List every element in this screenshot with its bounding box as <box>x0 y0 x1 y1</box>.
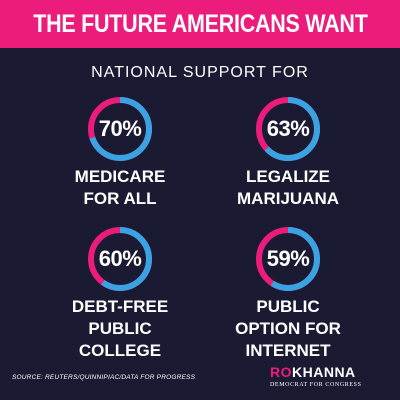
stat-internet: 59% PUBLIC OPTION FOR INTERNET <box>208 226 368 366</box>
stat-label-line: LEGALIZE <box>245 167 331 186</box>
ring-progress <box>88 97 152 161</box>
source-note: SOURCE: REUTERS/QUINNIPIAC/DATA FOR PROG… <box>12 374 196 381</box>
header-banner: THE FUTURE AMERICANS WANT <box>0 0 400 48</box>
stat-college: 60% DEBT-FREE PUBLIC COLLEGE <box>40 226 200 366</box>
stat-label: PUBLIC OPTION FOR INTERNET <box>235 296 341 362</box>
donut-ring-icon: 59% <box>255 226 321 292</box>
percent-value: 70% <box>98 116 142 141</box>
stat-label: LEGALIZE MARIJUANA <box>237 166 339 210</box>
percent-value: 63% <box>266 116 310 141</box>
percent-value: 59% <box>266 246 310 271</box>
percent-value: 60% <box>98 246 142 271</box>
stat-label-line: MEDICARE <box>74 167 166 186</box>
stat-label-line: DEBT-FREE <box>71 297 169 316</box>
logo-second-part: KHANNA <box>292 364 356 380</box>
stat-label-line: PUBLIC <box>88 319 152 338</box>
donut-ring-icon: 70% <box>87 96 153 162</box>
stat-marijuana: 63% LEGALIZE MARIJUANA <box>208 96 368 236</box>
logo-wordmark: ROKHANNA <box>270 364 356 380</box>
subtitle: NATIONAL SUPPORT FOR <box>91 64 309 81</box>
donut-ring-icon: 60% <box>87 226 153 292</box>
campaign-logo: ROKHANNA DEMOCRAT FOR CONGRESS <box>270 365 362 388</box>
stat-label: DEBT-FREE PUBLIC COLLEGE <box>72 296 168 362</box>
donut-ring-icon: 63% <box>255 96 321 162</box>
stat-label-line: INTERNET <box>245 341 331 360</box>
ring-progress <box>256 97 320 161</box>
stat-label: MEDICARE FOR ALL <box>75 166 166 210</box>
stat-label-line: FOR ALL <box>83 189 157 208</box>
logo-tagline: DEMOCRAT FOR CONGRESS <box>270 382 362 388</box>
stat-label-line: OPTION FOR <box>235 319 341 338</box>
ring-progress <box>88 227 152 291</box>
page-title: THE FUTURE AMERICANS WANT <box>32 9 368 38</box>
logo-first-part: RO <box>270 364 292 380</box>
ring-progress <box>256 227 320 291</box>
stat-medicare: 70% MEDICARE FOR ALL <box>40 96 200 236</box>
stat-label-line: PUBLIC <box>256 297 320 316</box>
stat-label-line: MARIJUANA <box>237 189 339 208</box>
stat-label-line: COLLEGE <box>78 341 162 360</box>
